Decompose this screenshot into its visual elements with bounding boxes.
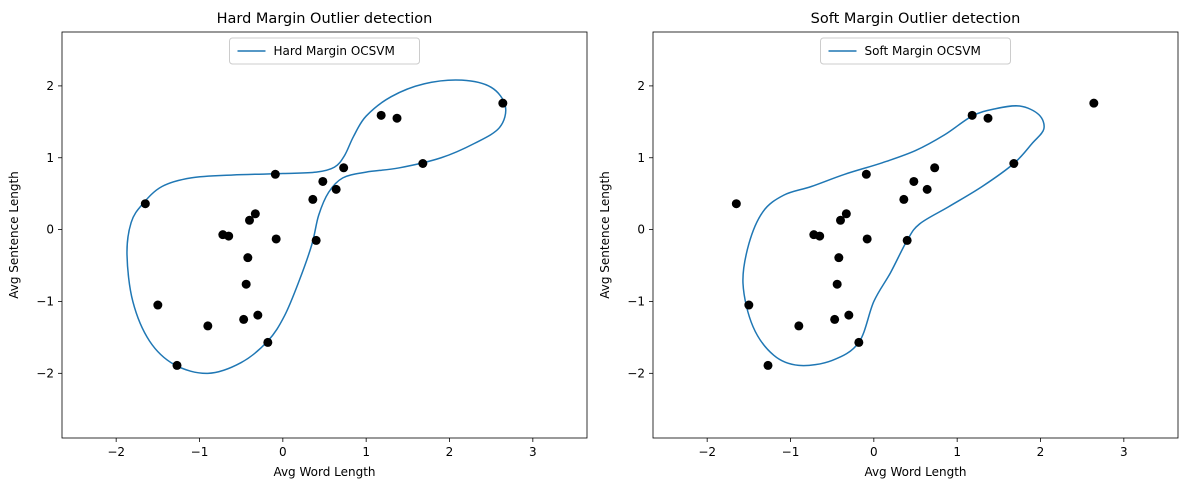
data-point: [1009, 159, 1019, 169]
y-tick-label: 1: [46, 151, 54, 165]
x-tick-label: 1: [362, 445, 370, 459]
x-tick-label: −1: [191, 445, 209, 459]
data-point: [832, 279, 842, 289]
data-point: [308, 194, 318, 204]
axes-frame: [61, 31, 588, 439]
data-point: [854, 337, 864, 347]
chart-title: Soft Margin Outlier detection: [811, 11, 1021, 27]
data-point: [498, 98, 508, 108]
data-point: [909, 176, 919, 186]
data-point: [239, 314, 249, 324]
data-point: [271, 234, 281, 244]
legend: Hard Margin OCSVM: [229, 37, 420, 65]
plot-area: [731, 98, 1099, 370]
y-tick-label: −1: [627, 294, 645, 308]
data-point: [861, 169, 871, 179]
legend-box: [820, 37, 1011, 65]
data-point: [224, 231, 234, 241]
data-point: [270, 169, 280, 179]
x-axis-label: Avg Word Length: [273, 465, 375, 479]
data-point: [1089, 98, 1099, 108]
chart-panel-1: Hard Margin Outlier detection −2 −1 0 1 2 3 −2 −…: [7, 11, 588, 479]
y-tick-label: −1: [36, 294, 54, 308]
data-point: [311, 235, 321, 245]
x-tick-label: 3: [1120, 445, 1128, 459]
x-tick-label: −2: [698, 445, 716, 459]
legend-box: [229, 37, 420, 65]
chart-panel-2: Soft Margin Outlier detection −2 −1 0 1 2 3 −2 −…: [598, 11, 1179, 479]
y-tick-label: 1: [637, 151, 645, 165]
data-point: [922, 184, 932, 194]
data-point: [243, 253, 253, 263]
axes-frame: [652, 31, 1179, 439]
x-tick-label: 3: [529, 445, 537, 459]
x-tick-label: 2: [1037, 445, 1045, 459]
legend: Soft Margin OCSVM: [820, 37, 1011, 65]
decision-boundary-line: [742, 105, 1045, 367]
data-point: [263, 337, 273, 347]
x-tick-label: −2: [107, 445, 125, 459]
data-point: [899, 194, 909, 204]
data-point: [245, 215, 254, 225]
legend-label: Soft Margin OCSVM: [865, 44, 981, 58]
data-point: [836, 215, 845, 225]
y-tick-label: 0: [637, 223, 645, 237]
data-point: [830, 314, 840, 324]
data-point: [841, 209, 851, 219]
data-point: [902, 235, 912, 245]
data-point: [331, 184, 341, 194]
data-point: [763, 360, 773, 370]
data-point: [967, 110, 977, 120]
data-point: [418, 159, 428, 169]
data-point: [731, 199, 741, 209]
x-tick-label: −1: [782, 445, 800, 459]
data-point: [153, 300, 163, 310]
data-point: [203, 321, 213, 331]
data-point: [794, 321, 804, 331]
data-point: [815, 231, 825, 241]
data-point: [744, 300, 754, 310]
y-tick-label: −2: [627, 366, 645, 380]
y-tick-label: 2: [637, 79, 645, 93]
data-point: [250, 209, 260, 219]
x-tick-label: 0: [870, 445, 878, 459]
data-point: [140, 199, 150, 209]
x-tick-label: 1: [953, 445, 961, 459]
y-tick-label: 0: [46, 223, 54, 237]
decision-boundary-line: [126, 79, 507, 375]
data-point: [834, 253, 844, 263]
x-tick-label: 2: [446, 445, 454, 459]
x-tick-label: 0: [279, 445, 287, 459]
y-tick-label: −2: [36, 366, 54, 380]
data-point: [241, 279, 251, 289]
y-axis-label: Avg Sentence Length: [7, 171, 21, 299]
data-point: [983, 113, 993, 123]
plot-area: [126, 79, 508, 375]
y-axis-label: Avg Sentence Length: [598, 171, 612, 299]
chart-title: Hard Margin Outlier detection: [217, 11, 433, 27]
legend-label: Hard Margin OCSVM: [274, 44, 395, 58]
data-point: [253, 310, 263, 320]
data-point: [172, 360, 182, 370]
data-point: [862, 234, 872, 244]
data-point: [339, 163, 349, 173]
data-point: [392, 113, 402, 123]
y-tick-label: 2: [46, 79, 54, 93]
x-axis-label: Avg Word Length: [864, 465, 966, 479]
data-point: [318, 176, 328, 186]
data-point: [844, 310, 854, 320]
data-point: [930, 163, 940, 173]
data-point: [376, 110, 386, 120]
